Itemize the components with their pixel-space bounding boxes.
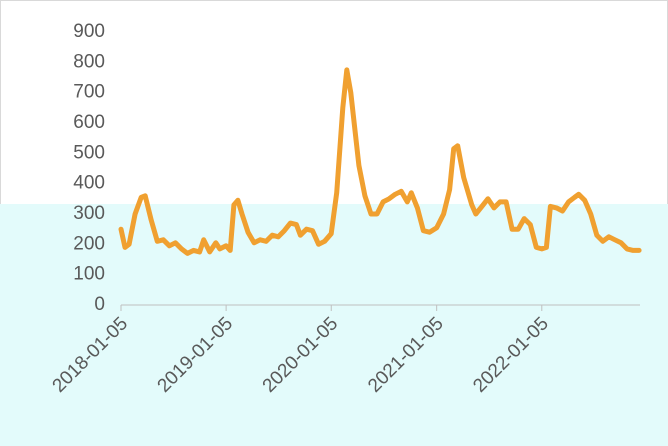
y-tick-label: 700 xyxy=(73,82,105,103)
y-tick-label: 100 xyxy=(73,264,105,285)
y-tick-label: 800 xyxy=(73,51,105,72)
y-tick-label: 400 xyxy=(73,173,105,194)
data-line xyxy=(118,67,642,256)
y-tick-label: 0 xyxy=(94,294,105,315)
y-tick-label: 500 xyxy=(73,142,105,163)
y-tick-label: 900 xyxy=(73,21,105,42)
y-tick-label: 300 xyxy=(73,203,105,224)
y-tick-label: 600 xyxy=(73,112,105,133)
highlight-overlay xyxy=(0,204,668,446)
y-tick-label: 200 xyxy=(73,233,105,254)
